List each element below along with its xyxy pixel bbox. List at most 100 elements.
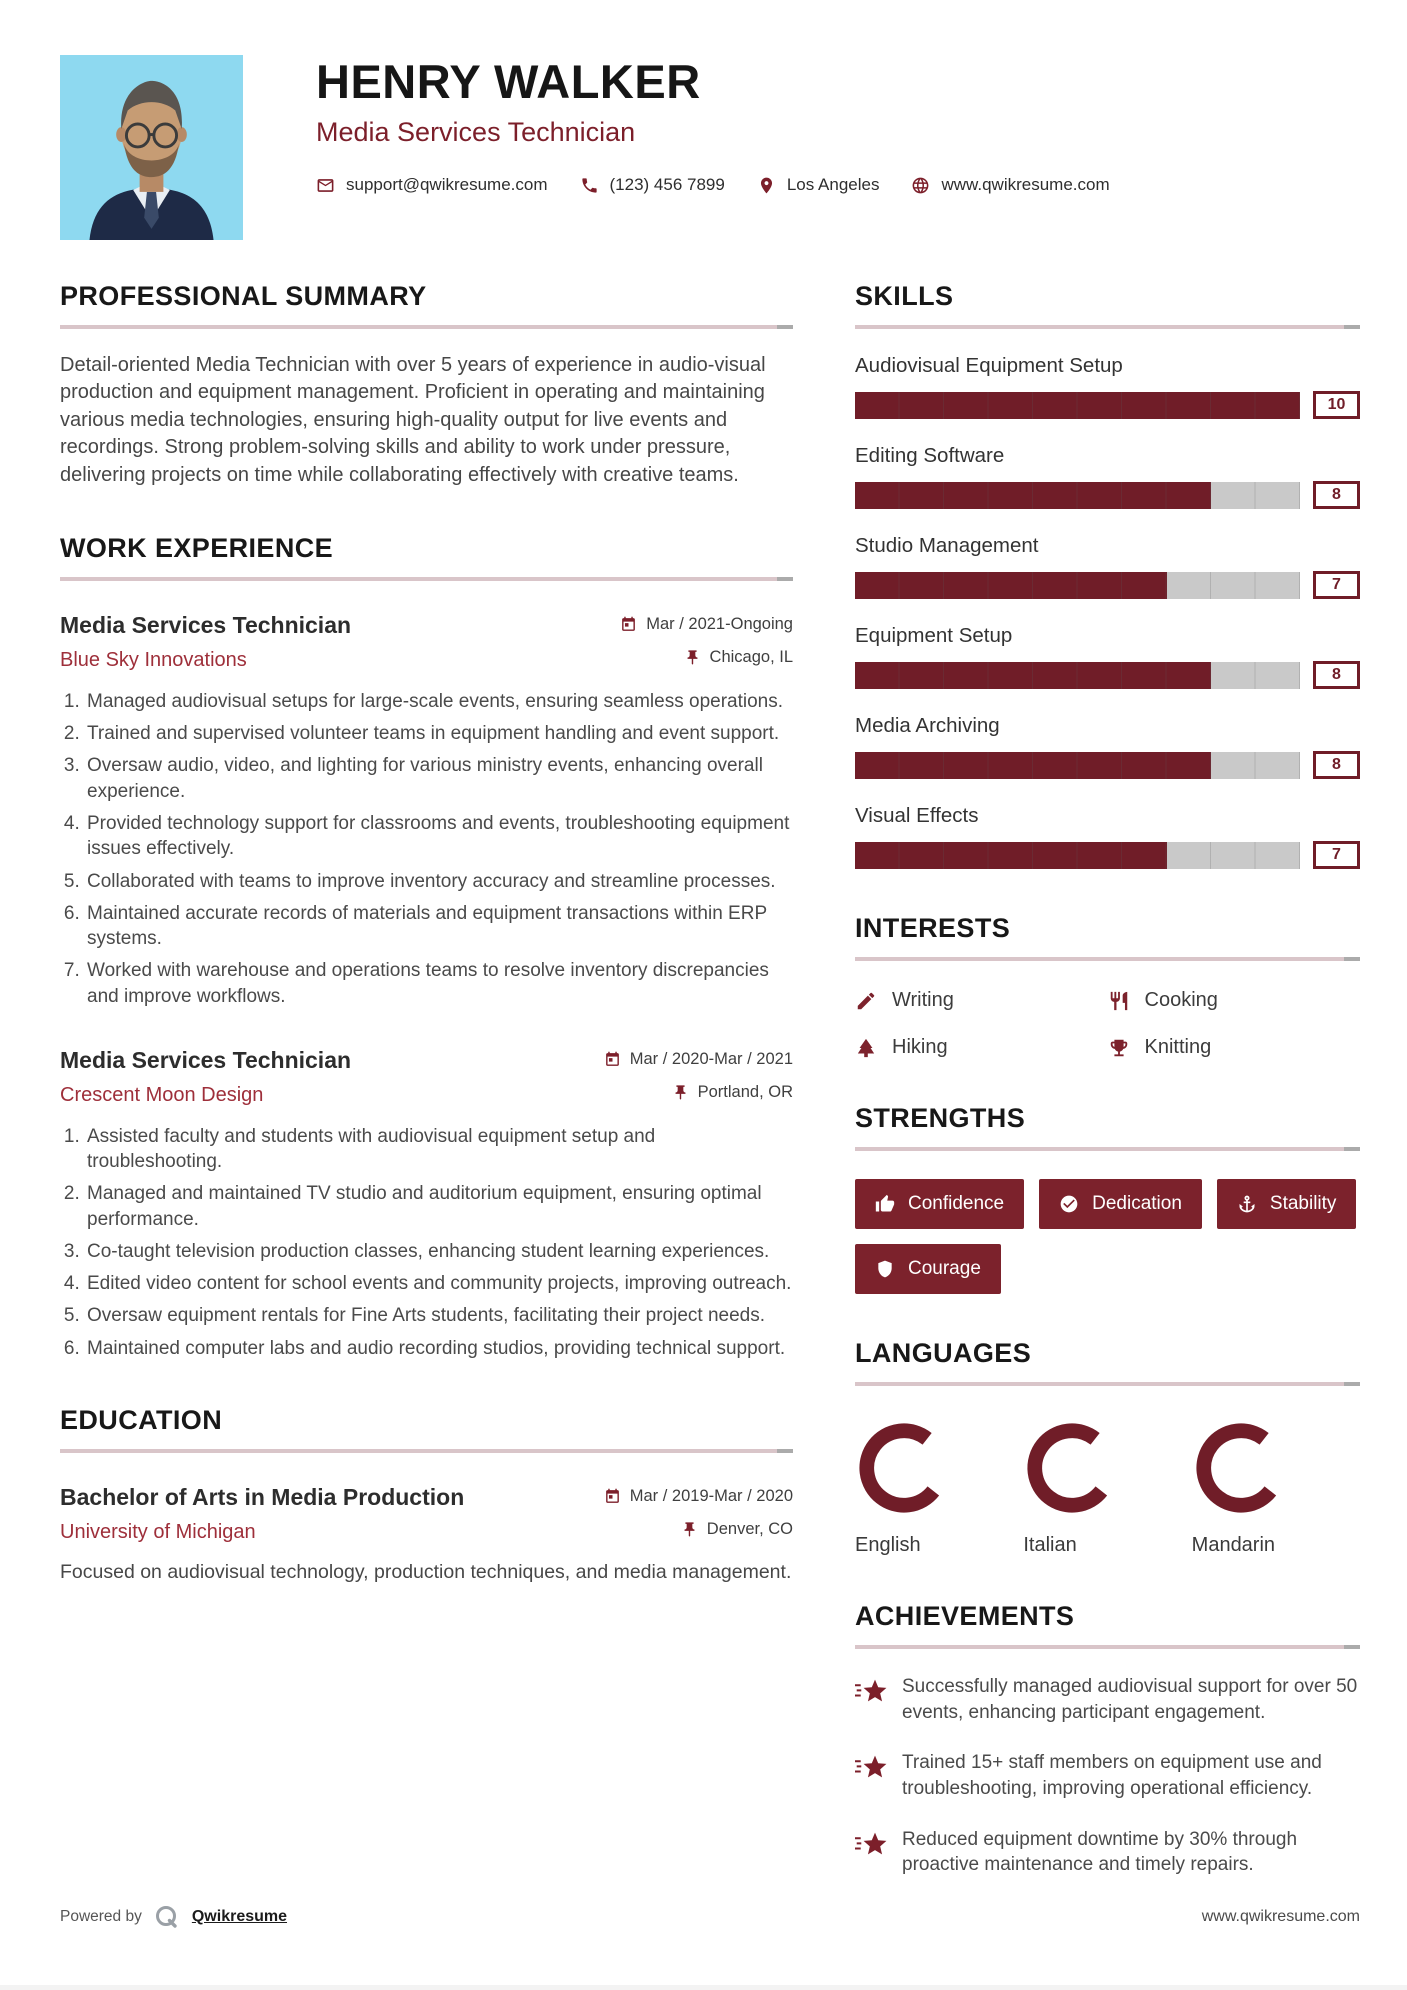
job-date-text: Mar / 2020-Mar / 2021 xyxy=(629,1049,793,1068)
candidate-name: HENRY WALKER xyxy=(316,55,701,108)
strength-label: Dedication xyxy=(1092,1193,1182,1214)
tree-icon xyxy=(857,1038,875,1057)
bullet-item: Oversaw audio, video, and lighting for v… xyxy=(85,753,793,804)
strength-chip: Confidence xyxy=(855,1179,1025,1229)
anchor-icon xyxy=(1239,1195,1255,1213)
job-bullets: Managed audiovisual setups for large-sca… xyxy=(60,689,793,1009)
section-title-skills: SKILLS xyxy=(855,281,954,311)
language-donut xyxy=(859,1423,949,1513)
achievement-item: Successfully managed audiovisual support… xyxy=(855,1674,1360,1725)
shield-icon xyxy=(878,1260,892,1278)
school-name: University of Michigan xyxy=(60,1521,256,1543)
job-location-text: Chicago, IL xyxy=(709,647,793,666)
bullet-item: Co-taught television production classes,… xyxy=(85,1239,793,1264)
section-strengths: STRENGTHS Confidence Dedication Stabilit… xyxy=(855,1103,1360,1294)
bullet-item: Provided technology support for classroo… xyxy=(85,811,793,862)
skill-bar xyxy=(855,481,1300,509)
strength-chip: Stability xyxy=(1216,1179,1357,1229)
achievement-text: Successfully managed audiovisual support… xyxy=(902,1676,1358,1723)
strength-chip: Courage xyxy=(855,1244,1001,1294)
skill-value-badge: 8 xyxy=(1313,661,1360,689)
skill-item: Visual Effects 7 xyxy=(855,804,1360,869)
location-icon xyxy=(760,177,772,194)
calendar-icon xyxy=(622,616,636,631)
skill-value-badge: 7 xyxy=(1313,571,1360,599)
job-location: Chicago, IL xyxy=(684,648,793,667)
contact-location: Los Angeles xyxy=(757,175,879,195)
powered-by-text: Powered by xyxy=(60,1908,142,1925)
skill-value-badge: 8 xyxy=(1313,481,1360,509)
language-item: Italian xyxy=(1023,1419,1191,1557)
bullet-item: Oversaw equipment rentals for Fine Arts … xyxy=(85,1303,793,1328)
utensils-icon xyxy=(1110,991,1127,1010)
skill-item: Audiovisual Equipment Setup 10 xyxy=(855,354,1360,419)
section-title-summary: PROFESSIONAL SUMMARY xyxy=(60,281,427,311)
thumbs-up-icon xyxy=(875,1194,895,1212)
skill-bar xyxy=(855,751,1300,779)
bullet-item: Managed and maintained TV studio and aud… xyxy=(85,1181,793,1232)
skill-name: Studio Management xyxy=(855,534,1039,557)
summary-text: Detail-oriented Media Technician with ov… xyxy=(60,354,766,486)
strength-label: Courage xyxy=(908,1258,981,1279)
skill-value-badge: 10 xyxy=(1313,391,1360,419)
bullet-item: Maintained accurate records of materials… xyxy=(85,901,793,952)
education-date: Mar / 2019-Mar / 2020 xyxy=(604,1487,793,1506)
bullet-item: Worked with warehouse and operations tea… xyxy=(85,958,793,1009)
section-title-education: EDUCATION xyxy=(60,1405,223,1435)
language-item: English xyxy=(855,1419,1023,1557)
achievement-text: Trained 15+ staff members on equipment u… xyxy=(902,1752,1322,1799)
contact-email-text: support@qwikresume.com xyxy=(346,175,548,195)
candidate-title: Media Services Technician xyxy=(316,117,636,148)
section-skills: SKILLS Audiovisual Equipment Setup 10 Ed… xyxy=(855,281,1360,869)
job-title: Media Services Technician xyxy=(60,611,352,638)
bullet-item: Managed audiovisual setups for large-sca… xyxy=(85,689,793,714)
skill-bar xyxy=(855,841,1300,869)
contact-website: www.qwikresume.com xyxy=(911,175,1110,195)
section-professional-summary: PROFESSIONAL SUMMARY Detail-oriented Med… xyxy=(60,281,793,489)
skill-name: Editing Software xyxy=(855,444,1005,467)
section-title-languages: LANGUAGES xyxy=(855,1338,1032,1368)
section-education: EDUCATION Bachelor of Arts in Media Prod… xyxy=(60,1405,793,1586)
footer-website: www.qwikresume.com xyxy=(1201,1908,1360,1925)
interest-label: Hiking xyxy=(892,1036,948,1058)
skill-item: Media Archiving 8 xyxy=(855,714,1360,779)
contact-row: support@qwikresume.com (123) 456 7899 Lo… xyxy=(316,175,1110,195)
degree-title: Bachelor of Arts in Media Production xyxy=(60,1484,465,1510)
skill-item: Editing Software 8 xyxy=(855,444,1360,509)
left-column: PROFESSIONAL SUMMARY Detail-oriented Med… xyxy=(60,281,793,1878)
interest-item: Hiking xyxy=(855,1036,1108,1059)
qwikresume-brand-link[interactable]: Qwikresume xyxy=(191,1908,288,1925)
language-label: English xyxy=(855,1534,921,1556)
qwikresume-logo-icon xyxy=(155,1906,177,1928)
calendar-icon xyxy=(605,1488,619,1503)
footer: Powered by Qwikresume www.qwikresume.com xyxy=(60,1904,1360,1930)
section-underline xyxy=(855,957,1360,961)
contact-phone: (123) 456 7899 xyxy=(580,175,725,195)
contact-phone-text: (123) 456 7899 xyxy=(609,175,725,195)
education-date-text: Mar / 2019-Mar / 2020 xyxy=(629,1487,793,1505)
globe-icon xyxy=(913,177,929,194)
shooting-star-icon xyxy=(855,1679,887,1702)
section-achievements: ACHIEVEMENTS Successfully managed audiov… xyxy=(855,1601,1360,1878)
education-description: Focused on audiovisual technology, produ… xyxy=(60,1561,792,1583)
pushpin-icon xyxy=(687,650,697,665)
job-company: Blue Sky Innovations xyxy=(60,648,247,671)
contact-website-text: www.qwikresume.com xyxy=(941,175,1110,195)
trophy-icon xyxy=(1110,1039,1127,1056)
job-title: Media Services Technician xyxy=(60,1046,352,1073)
skill-value-badge: 7 xyxy=(1313,841,1360,869)
job-entry-1: Media Services Technician Mar / 2021-Ong… xyxy=(60,612,793,1009)
skill-bar xyxy=(855,571,1300,599)
section-interests: INTERESTS Writing Cooking Hiking xyxy=(855,913,1360,1059)
skill-bar xyxy=(855,391,1300,419)
pushpin-icon xyxy=(675,1085,686,1100)
skill-name: Media Archiving xyxy=(855,714,1000,737)
profile-photo xyxy=(60,55,243,240)
bullet-item: Collaborated with teams to improve inven… xyxy=(85,869,793,894)
skill-name: Visual Effects xyxy=(855,804,979,827)
job-bullets: Assisted faculty and students with audio… xyxy=(60,1124,793,1361)
powered-by: Powered by Qwikresume xyxy=(60,1904,287,1930)
section-languages: LANGUAGES English Italian xyxy=(855,1338,1360,1557)
interest-item: Knitting xyxy=(1108,1036,1361,1059)
